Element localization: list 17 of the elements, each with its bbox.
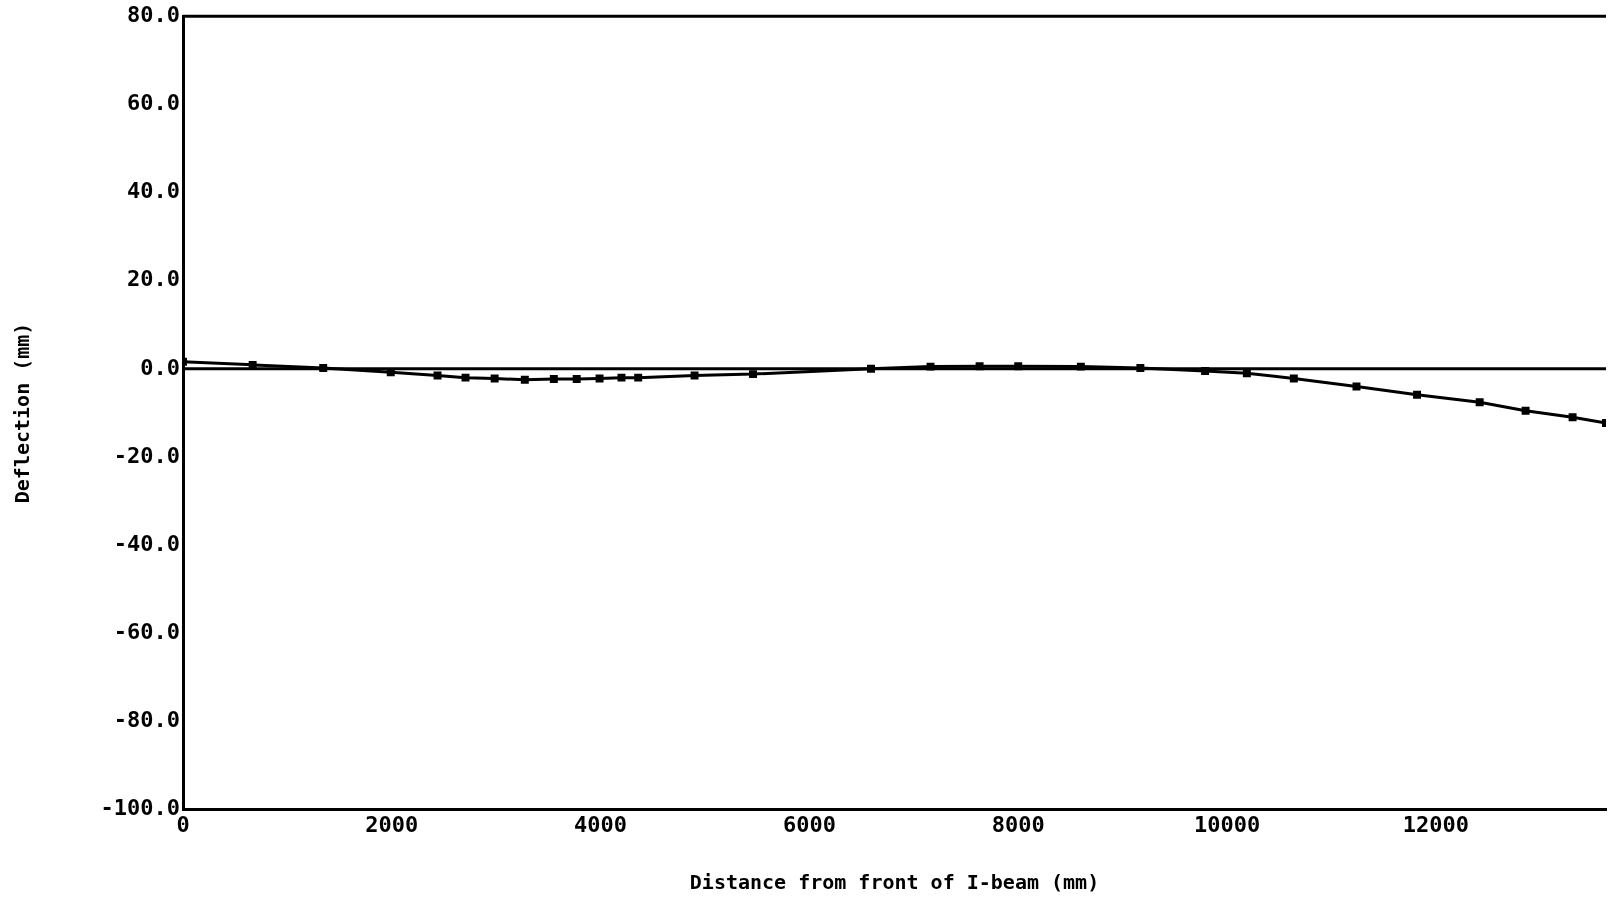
x-tick-label: 2000 [365, 811, 419, 837]
y-tick-label: 20.0 [127, 266, 180, 292]
x-tick-label: 12000 [1402, 811, 1469, 837]
y-tick-label: 0.0 [140, 354, 180, 380]
y-axis-title: Deflection (mm) [10, 322, 35, 504]
x-tick-label: 8000 [991, 811, 1045, 837]
y-tick-label: -20.0 [113, 442, 180, 468]
y-tick-label: 40.0 [127, 178, 180, 204]
x-tick-label: 4000 [574, 811, 628, 837]
y-tick-label: 80.0 [127, 1, 180, 27]
x-tick-label: 10000 [1193, 811, 1261, 837]
y-tick-label: -80.0 [113, 707, 180, 733]
y-tick-label: -60.0 [113, 619, 180, 645]
x-tick-label: 6000 [782, 811, 836, 837]
y-tick-label: 60.0 [127, 90, 180, 116]
y-tick-label: -40.0 [113, 530, 180, 556]
x-axis-title: Distance from front of I-beam (mm) [689, 870, 1100, 895]
